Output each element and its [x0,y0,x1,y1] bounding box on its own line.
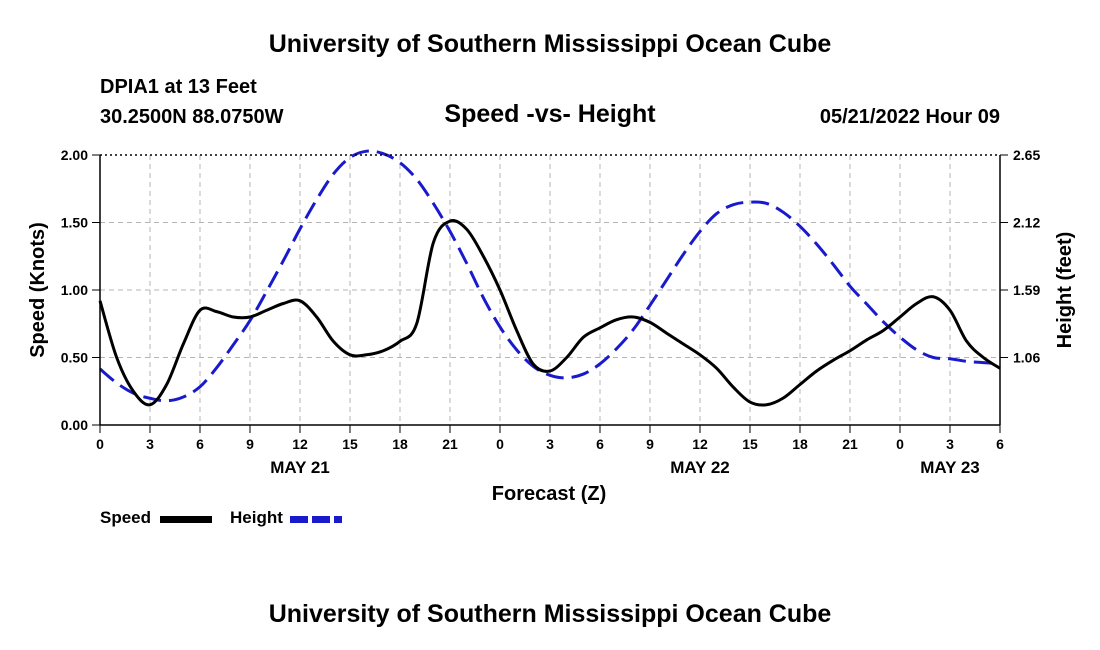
date-label: MAY 22 [670,458,730,477]
legend-height-swatch [290,516,342,523]
x-tick-label: 3 [546,436,554,452]
y2-tick-label: 2.12 [1013,215,1040,231]
footer-title: University of Southern Mississippi Ocean… [268,600,832,628]
y-axis-label: Speed (Knots) [27,222,49,358]
date-label: MAY 23 [920,458,980,477]
x-tick-label: 6 [996,436,1004,452]
station-label: DPIA1 at 13 Feet [100,76,257,98]
coordinates-label: 30.2500N 88.0750W [100,106,284,128]
x-tick-label: 0 [896,436,904,452]
legend-speed-swatch [160,516,212,523]
x-tick-label: 6 [196,436,204,452]
y-tick-label: 1.50 [61,215,88,231]
x-tick-label: 18 [392,436,408,452]
axes: 0 3 6 9 12 15 18 21 0 3 6 9 12 15 18 21 0 3 6 0.00 0.50 1.00 1… [61,147,1041,477]
legend-speed-label: Speed [100,508,152,527]
legend-height-label: Height [230,508,283,527]
series-layer [98,149,1001,407]
y2-tick-label: 1.59 [1013,282,1040,298]
speed-series-line [98,219,1001,407]
x-tick-label: 21 [842,436,858,452]
x-axis-label: Forecast (Z) [492,483,606,505]
x-tick-label: 9 [646,436,654,452]
y-tick-label: 0.00 [61,417,88,433]
y-tick-label: 1.00 [61,282,88,298]
x-tick-label: 21 [442,436,458,452]
chart-subtitle: Speed -vs- Height [444,100,656,128]
y2-axis-label: Height (feet) [1054,232,1076,349]
forecast-datetime: 05/21/2022 Hour 09 [819,106,1000,128]
grid [100,155,1000,425]
y2-tick-label: 1.06 [1013,350,1040,366]
height-series-line [99,149,1001,403]
x-tick-label: 0 [496,436,504,452]
x-tick-label: 18 [792,436,808,452]
x-tick-label: 12 [292,436,308,452]
x-tick-label: 9 [246,436,254,452]
x-tick-label: 6 [596,436,604,452]
date-label: MAY 21 [270,458,330,477]
y2-tick-label: 2.65 [1013,147,1040,163]
x-tick-label: 12 [692,436,708,452]
y-tick-label: 2.00 [61,147,88,163]
y-tick-label: 0.50 [61,350,88,366]
x-tick-label: 15 [742,436,758,452]
x-tick-label: 3 [946,436,954,452]
chart-title: University of Southern Mississippi Ocean… [268,30,832,58]
x-tick-label: 3 [146,436,154,452]
x-tick-label: 0 [96,436,104,452]
x-tick-label: 15 [342,436,358,452]
